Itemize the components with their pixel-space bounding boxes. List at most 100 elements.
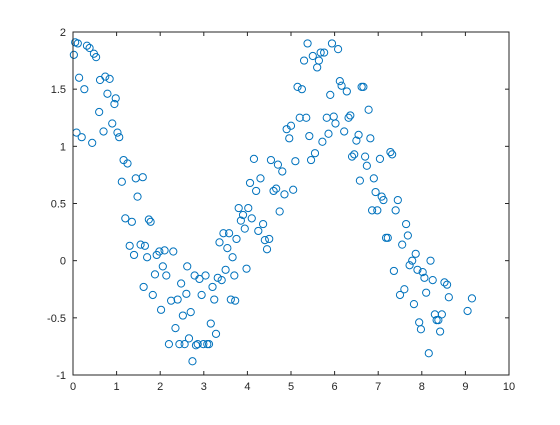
data-point [331, 119, 340, 128]
data-point [95, 107, 104, 117]
data-point [375, 154, 385, 164]
data-point [275, 207, 284, 216]
data-point [158, 262, 167, 271]
data-point [299, 56, 309, 65]
data-point [139, 282, 148, 292]
data-point [286, 121, 296, 130]
x-tick-label: 9 [462, 381, 468, 393]
data-point [113, 128, 122, 137]
data-point [416, 325, 426, 334]
data-point [303, 39, 312, 48]
data-point [236, 216, 245, 225]
data-point [424, 349, 433, 358]
data-point [125, 241, 134, 250]
data-point [379, 195, 388, 205]
data-point [150, 270, 160, 279]
data-point [269, 186, 278, 196]
data-point [231, 296, 240, 305]
data-point [368, 206, 377, 215]
data-point [291, 157, 300, 166]
axes-layer [72, 31, 510, 376]
data-point [224, 229, 234, 238]
data-point [234, 203, 243, 213]
data-point [366, 134, 375, 143]
data-point [335, 77, 344, 86]
data-point [337, 81, 346, 90]
data-point [395, 290, 405, 300]
y-tick-label: 0.5 [51, 199, 66, 211]
data-point [108, 119, 117, 128]
data-point [293, 82, 302, 91]
x-tick-label: 1 [114, 381, 120, 393]
data-point [350, 150, 359, 159]
data-point [206, 319, 215, 328]
x-tick-label: 4 [244, 381, 250, 393]
data-point [403, 231, 412, 240]
data-point [138, 173, 147, 182]
data-point [184, 334, 194, 343]
data-point [342, 87, 351, 96]
data-point [105, 74, 114, 83]
data-point [123, 159, 132, 168]
data-point [110, 99, 119, 109]
data-point [164, 340, 174, 349]
data-point [144, 215, 153, 224]
data-point [230, 271, 239, 280]
data-point [398, 240, 407, 249]
data-point [182, 289, 191, 298]
data-point [361, 152, 370, 161]
data-point [327, 39, 337, 48]
data-point [127, 217, 136, 226]
data-point [148, 290, 157, 300]
data-point [402, 219, 411, 229]
data-point [273, 160, 283, 169]
data-point [180, 340, 189, 349]
data-point [383, 233, 392, 242]
data-point [426, 256, 435, 265]
data-point [252, 186, 261, 196]
data-point [175, 340, 184, 349]
data-point [440, 278, 449, 287]
data-point [133, 192, 142, 201]
data-point [411, 249, 420, 258]
data-point [346, 111, 355, 120]
data-point [295, 113, 304, 122]
data-point [173, 295, 182, 304]
data-point [99, 127, 108, 136]
data-point [418, 268, 427, 277]
data-point [136, 240, 145, 249]
data-point [326, 90, 335, 99]
data-point [302, 113, 311, 122]
data-point [146, 217, 155, 226]
y-tick-label: 1 [60, 141, 66, 153]
data-point [260, 235, 269, 245]
data-point [393, 195, 402, 205]
data-point [223, 243, 232, 253]
data-point [437, 310, 446, 319]
data-point [115, 133, 124, 142]
data-point [92, 53, 101, 62]
data-point [85, 43, 94, 53]
data-point [247, 214, 256, 223]
data-point [73, 39, 82, 48]
data-point [316, 48, 325, 57]
data-point [215, 238, 224, 247]
data-point [155, 247, 164, 256]
data-point [373, 206, 382, 215]
data-point [101, 72, 110, 81]
data-point [305, 131, 314, 141]
y-tick-label: 2 [60, 27, 66, 39]
x-tick-label: 7 [375, 381, 381, 393]
tick-layer: 0 1 2 3 4 5 6 7 8 9 10 -1 -0.5 0 0.5 1 1.5 2 [47, 27, 515, 393]
data-point [364, 105, 373, 114]
data-point [204, 340, 214, 349]
data-point [88, 138, 97, 147]
data-point [386, 147, 395, 157]
data-point [314, 56, 323, 65]
data-point [143, 253, 152, 262]
data-point [352, 136, 361, 145]
data-point [308, 51, 317, 61]
data-point [169, 247, 178, 256]
data-point [183, 262, 192, 271]
